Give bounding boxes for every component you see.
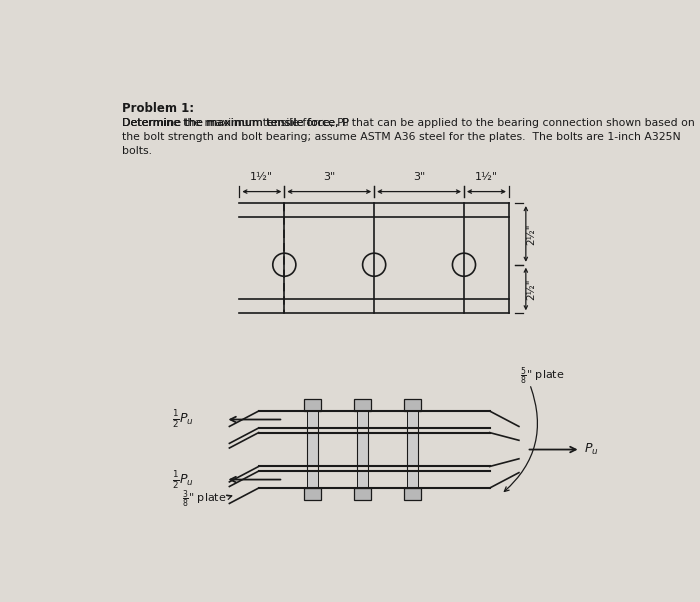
Bar xyxy=(304,488,321,500)
Bar xyxy=(404,399,421,411)
Text: 1½": 1½" xyxy=(251,172,274,182)
Bar xyxy=(304,399,321,411)
Text: 2½": 2½" xyxy=(526,278,536,300)
Text: 1½": 1½" xyxy=(475,172,498,182)
Bar xyxy=(307,411,318,428)
Text: $\frac{5}{8}$" plate: $\frac{5}{8}$" plate xyxy=(521,365,565,387)
Text: $P_u$: $P_u$ xyxy=(584,442,599,457)
Text: 2½": 2½" xyxy=(526,223,536,244)
Bar xyxy=(354,399,371,411)
Text: bolts.: bolts. xyxy=(122,146,152,156)
Bar xyxy=(404,488,421,500)
Text: Determine the maximum tensile force, Pᵤ that can be applied to the bearing conne: Determine the maximum tensile force, Pᵤ … xyxy=(122,119,694,128)
Bar xyxy=(357,433,368,467)
Bar xyxy=(357,411,368,428)
Text: $\frac{1}{2}P_u$: $\frac{1}{2}P_u$ xyxy=(172,468,194,491)
Bar xyxy=(407,433,418,467)
Text: 3": 3" xyxy=(413,172,425,182)
Text: Problem 1:: Problem 1: xyxy=(122,102,194,114)
Bar xyxy=(407,471,418,488)
Text: $\frac{3}{8}$" plate: $\frac{3}{8}$" plate xyxy=(182,489,226,510)
Text: Determine the maximum tensile force, P: Determine the maximum tensile force, P xyxy=(122,119,349,128)
Bar xyxy=(307,433,318,467)
Text: the bolt strength and bolt bearing; assume ASTM A36 steel for the plates.  The b: the bolt strength and bolt bearing; assu… xyxy=(122,132,680,142)
Bar xyxy=(307,471,318,488)
Bar xyxy=(354,488,371,500)
Text: Determine the maximum tensile force, P: Determine the maximum tensile force, P xyxy=(122,119,349,128)
Text: 3": 3" xyxy=(323,172,335,182)
Bar xyxy=(407,411,418,428)
Bar xyxy=(357,471,368,488)
Text: $\frac{1}{2}P_u$: $\frac{1}{2}P_u$ xyxy=(172,409,194,430)
